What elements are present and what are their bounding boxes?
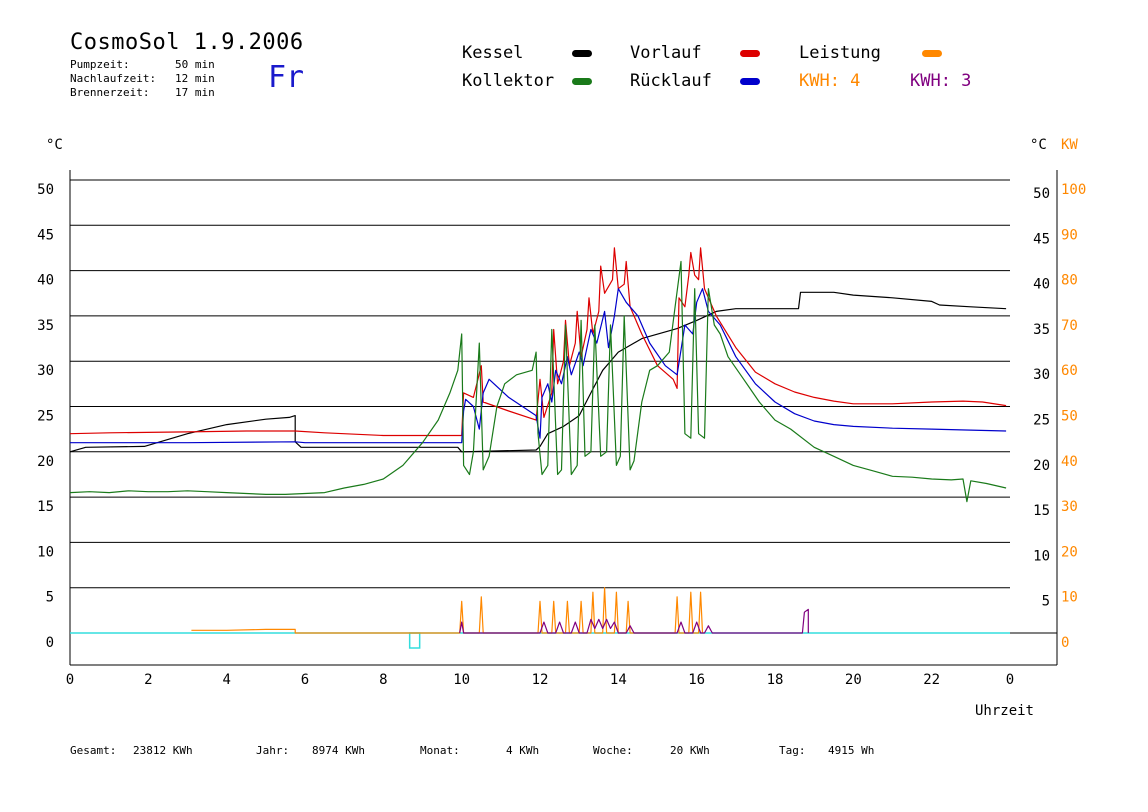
y-unit-left: °C — [46, 137, 63, 153]
x-tick-10: 20 — [845, 672, 862, 688]
x-tick-8: 16 — [688, 672, 705, 688]
legend-vorlauf-label: Vorlauf — [630, 43, 702, 63]
series-leistung — [191, 587, 704, 634]
footer-monat-value: 4 KWh — [506, 744, 540, 757]
y-tick-kw-60: 60 — [1061, 363, 1078, 379]
y-tick-kw-50: 50 — [1061, 409, 1078, 425]
y-tick-left-50: 50 — [37, 182, 54, 198]
legend-leistung-label: Leistung — [799, 43, 881, 63]
info-label-brennerzeit: Brennerzeit: — [70, 86, 150, 99]
info-label-pumpzeit: Pumpzeit: — [70, 58, 130, 71]
y-tick-left-10: 10 — [37, 544, 54, 560]
series-kessel — [69, 291, 1007, 453]
y-tick-left-30: 30 — [37, 363, 54, 379]
info-value-pumpzeit: 50 min — [175, 58, 215, 71]
weekday-label: Fr — [268, 60, 305, 95]
legend-vorlauf-swatch — [740, 50, 760, 57]
y-tick-kw-20: 20 — [1061, 544, 1078, 560]
x-tick-2: 4 — [222, 672, 230, 688]
footer-jahr-value: 8974 KWh — [312, 744, 365, 757]
y-tick-kw-70: 70 — [1061, 318, 1078, 334]
series-vorlauf — [69, 247, 1007, 437]
info-label-nachlaufzeit: Nachlaufzeit: — [70, 72, 157, 85]
legend-ruecklauf-label: Rücklauf — [630, 71, 712, 91]
legend-ruecklauf-swatch — [740, 78, 760, 85]
y-tick-right-5: 5 — [1042, 594, 1050, 610]
y-tick-left-5: 5 — [46, 590, 54, 606]
x-tick-0: 0 — [66, 672, 74, 688]
legend-kollektor-label: Kollektor — [462, 71, 555, 91]
legend-kessel-label: Kessel — [462, 43, 524, 63]
info-value-nachlaufzeit: 12 min — [175, 72, 215, 85]
y-tick-left-20: 20 — [37, 454, 54, 470]
x-tick-4: 8 — [379, 672, 387, 688]
y-tick-kw-80: 80 — [1061, 273, 1078, 289]
y-tick-kw-30: 30 — [1061, 499, 1078, 515]
y-tick-right-30: 30 — [1033, 367, 1050, 383]
footer-woche-label: Woche: — [593, 744, 633, 757]
x-tick-12: 0 — [1006, 672, 1014, 688]
x-tick-3: 6 — [301, 672, 309, 688]
footer-gesamt-value: 23812 KWh — [133, 744, 193, 757]
y-tick-kw-90: 90 — [1061, 227, 1078, 243]
x-tick-11: 22 — [923, 672, 940, 688]
footer-monat-label: Monat: — [420, 744, 460, 757]
y-tick-kw-100: 100 — [1061, 182, 1086, 198]
x-axis-label: Uhrzeit — [975, 703, 1034, 719]
y-tick-left-0: 0 — [46, 635, 54, 651]
x-tick-5: 10 — [453, 672, 470, 688]
series-kwh2 — [459, 608, 809, 634]
y-tick-right-35: 35 — [1033, 322, 1050, 338]
footer-tag-value: 4915 Wh — [828, 744, 875, 757]
legend-leistung-swatch — [922, 50, 942, 57]
y-tick-kw-0: 0 — [1061, 635, 1069, 651]
y-tick-right-50: 50 — [1033, 186, 1050, 202]
y-tick-left-25: 25 — [37, 409, 54, 425]
y-tick-right-15: 15 — [1033, 503, 1050, 519]
footer-gesamt-label: Gesamt: — [70, 744, 117, 757]
chart-title: CosmoSol 1.9.2006 — [70, 30, 304, 55]
y-tick-kw-10: 10 — [1061, 590, 1078, 606]
x-tick-7: 14 — [610, 672, 627, 688]
y-tick-right-25: 25 — [1033, 413, 1050, 429]
y-tick-left-40: 40 — [37, 273, 54, 289]
y-tick-right-10: 10 — [1033, 548, 1050, 564]
series-ruecklauf — [70, 288, 1007, 444]
y-tick-right-40: 40 — [1033, 277, 1050, 293]
footer-woche-value: 20 KWh — [670, 744, 710, 757]
y-tick-left-45: 45 — [37, 227, 54, 243]
y-unit-kw: KW — [1061, 137, 1078, 153]
y-tick-left-35: 35 — [37, 318, 54, 334]
y-tick-left-15: 15 — [37, 499, 54, 515]
x-tick-1: 2 — [144, 672, 152, 688]
legend-kwh2-label: KWH: 3 — [910, 71, 972, 91]
legend-kwh1-label: KWH: 4 — [799, 71, 861, 91]
x-tick-9: 18 — [767, 672, 784, 688]
y-unit-right: °C — [1030, 137, 1047, 153]
time-marker — [408, 632, 421, 649]
series-kollektor — [69, 260, 1007, 503]
legend-kessel-swatch — [572, 50, 592, 57]
y-tick-kw-40: 40 — [1061, 454, 1078, 470]
legend-kollektor-swatch — [572, 78, 592, 85]
footer-tag-label: Tag: — [779, 744, 806, 757]
y-tick-right-45: 45 — [1033, 231, 1050, 247]
footer-jahr-label: Jahr: — [256, 744, 290, 757]
info-value-brennerzeit: 17 min — [175, 86, 215, 99]
x-tick-6: 12 — [532, 672, 549, 688]
y-tick-right-20: 20 — [1033, 458, 1050, 474]
